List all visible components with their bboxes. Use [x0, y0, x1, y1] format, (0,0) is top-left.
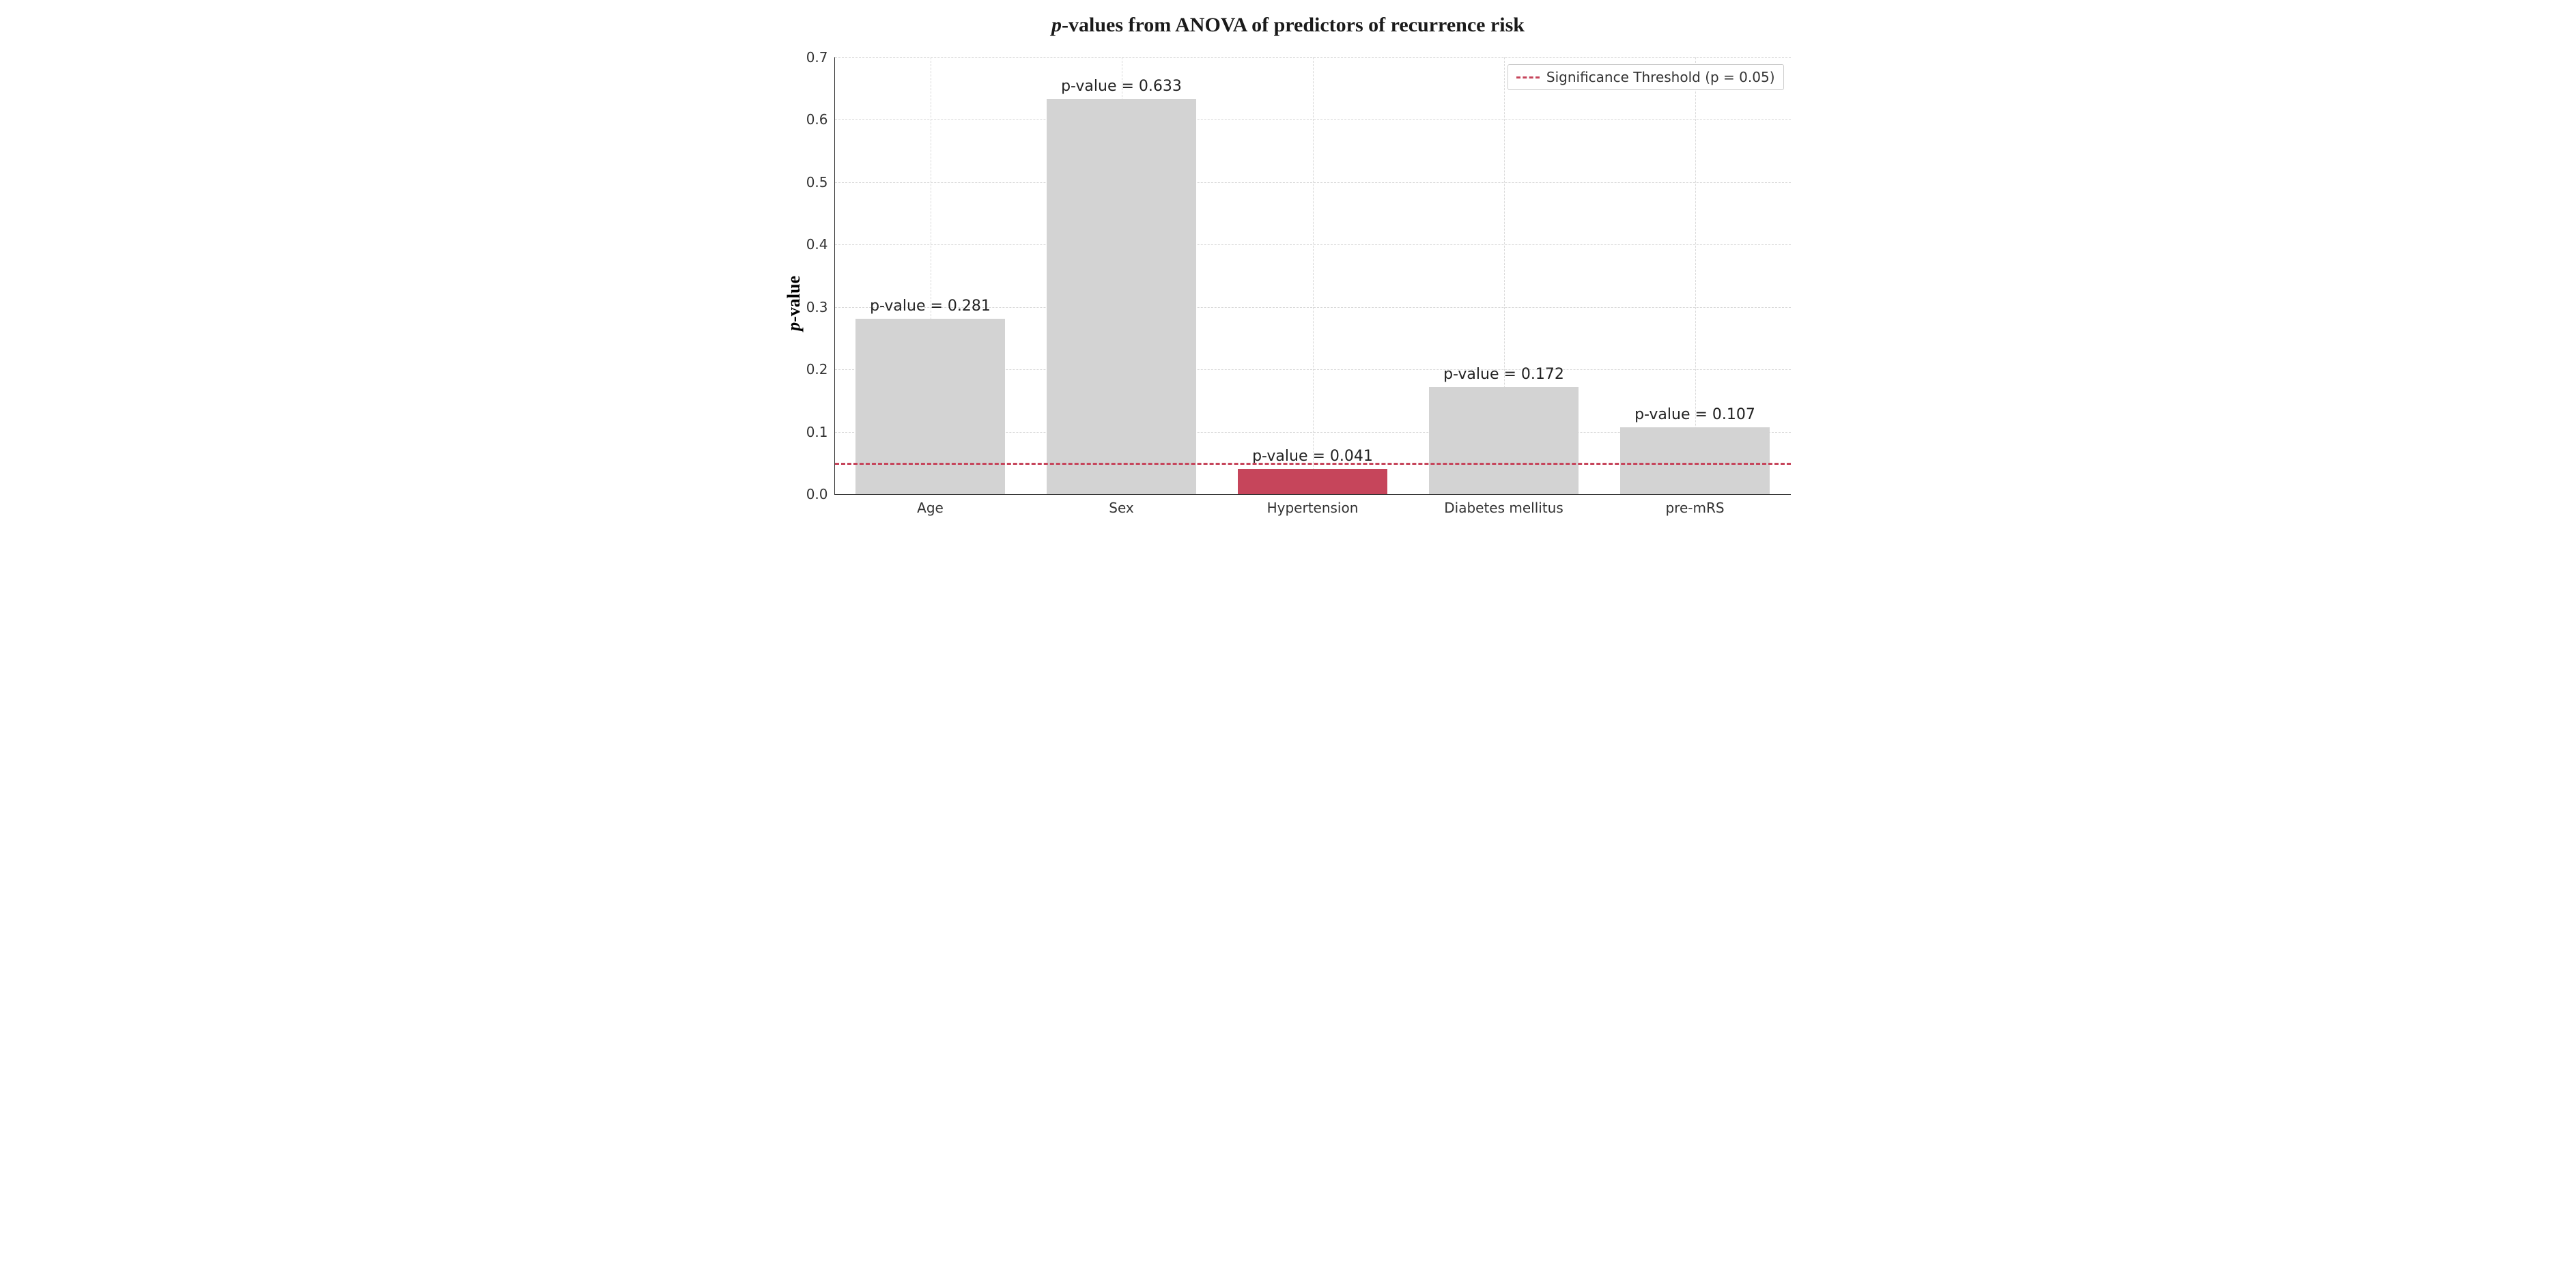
vgridline — [1313, 57, 1314, 494]
bar-value-label: p-value = 0.281 — [870, 298, 991, 315]
legend: Significance Threshold (p = 0.05) — [1508, 64, 1784, 90]
plot-area: 0.00.10.20.30.40.50.60.7p-value = 0.281A… — [834, 57, 1791, 495]
ytick-label: 0.7 — [806, 49, 835, 66]
significance-threshold-line — [835, 463, 1791, 465]
bar-value-label: p-value = 0.041 — [1252, 448, 1373, 465]
ytick-label: 0.4 — [806, 236, 835, 253]
xtick-label: pre-mRS — [1665, 494, 1724, 516]
xtick-label: Age — [917, 494, 944, 516]
ytick-label: 0.6 — [806, 111, 835, 128]
ytick-label: 0.2 — [806, 361, 835, 377]
bar-value-label: p-value = 0.633 — [1061, 78, 1182, 95]
bar — [1238, 469, 1387, 494]
bar — [1620, 427, 1769, 494]
ytick-label: 0.0 — [806, 486, 835, 502]
bar-value-label: p-value = 0.107 — [1634, 406, 1755, 423]
legend-swatch-line — [1516, 76, 1540, 78]
bar-value-label: p-value = 0.172 — [1443, 366, 1564, 383]
ytick-label: 0.1 — [806, 424, 835, 440]
ytick-label: 0.5 — [806, 174, 835, 190]
xtick-label: Diabetes mellitus — [1444, 494, 1563, 516]
chart-title: p-values from ANOVA of predictors of rec… — [773, 14, 1804, 37]
xtick-label: Sex — [1109, 494, 1133, 516]
y-axis-label: p-value — [784, 276, 804, 331]
bar — [855, 319, 1004, 494]
bar — [1047, 99, 1195, 494]
bar — [1429, 387, 1578, 494]
pvalue-bar-chart: p-values from ANOVA of predictors of rec… — [773, 14, 1804, 495]
xtick-label: Hypertension — [1267, 494, 1359, 516]
legend-label: Significance Threshold (p = 0.05) — [1546, 69, 1775, 85]
ytick-label: 0.3 — [806, 299, 835, 315]
